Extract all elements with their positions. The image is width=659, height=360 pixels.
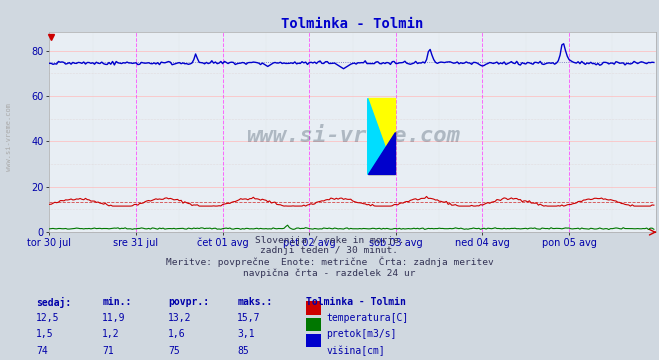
- Text: 11,9: 11,9: [102, 313, 126, 323]
- Text: 1,6: 1,6: [168, 329, 186, 339]
- Text: 85: 85: [237, 346, 249, 356]
- Text: 15,7: 15,7: [237, 313, 261, 323]
- Title: Tolminka - Tolmin: Tolminka - Tolmin: [281, 17, 424, 31]
- Text: temperatura[C]: temperatura[C]: [326, 313, 409, 323]
- Text: 75: 75: [168, 346, 180, 356]
- Text: 3,1: 3,1: [237, 329, 255, 339]
- Bar: [368, 98, 395, 174]
- Text: 71: 71: [102, 346, 114, 356]
- Text: 13,2: 13,2: [168, 313, 192, 323]
- Text: www.si-vreme.com: www.si-vreme.com: [246, 126, 459, 146]
- Text: pretok[m3/s]: pretok[m3/s]: [326, 329, 397, 339]
- Polygon shape: [368, 132, 395, 174]
- Text: 74: 74: [36, 346, 48, 356]
- Text: višina[cm]: višina[cm]: [326, 346, 385, 356]
- Text: Tolminka - Tolmin: Tolminka - Tolmin: [306, 297, 407, 307]
- Text: 12,5: 12,5: [36, 313, 60, 323]
- Text: povpr.:: povpr.:: [168, 297, 209, 307]
- Text: 1,5: 1,5: [36, 329, 54, 339]
- Polygon shape: [368, 98, 395, 174]
- Text: maks.:: maks.:: [237, 297, 272, 307]
- Text: www.si-vreme.com: www.si-vreme.com: [5, 103, 12, 171]
- Text: 1,2: 1,2: [102, 329, 120, 339]
- Text: Slovenija / reke in morje.
zadnji teden / 30 minut.
Meritve: povprečne  Enote: m: Slovenija / reke in morje. zadnji teden …: [165, 236, 494, 278]
- Text: min.:: min.:: [102, 297, 132, 307]
- Text: sedaj:: sedaj:: [36, 297, 71, 308]
